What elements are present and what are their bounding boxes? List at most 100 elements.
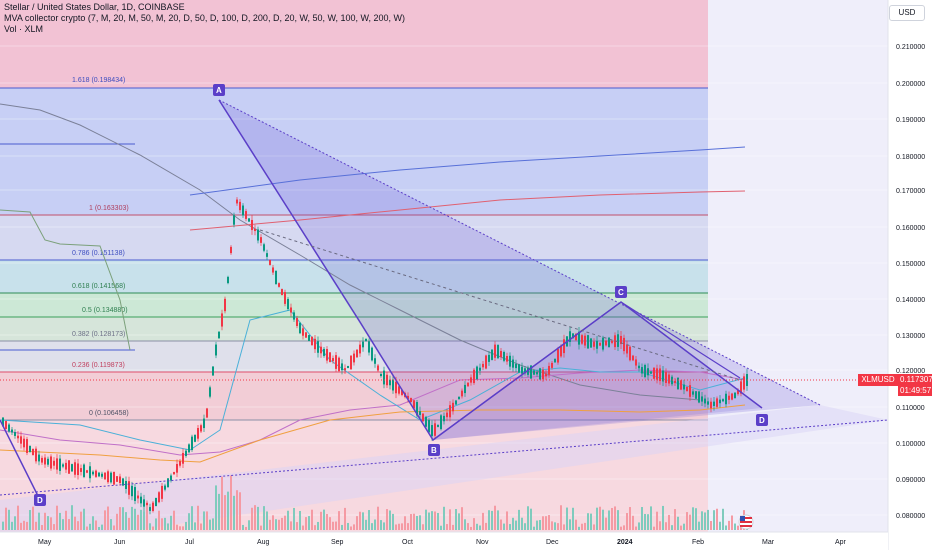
candle-body bbox=[458, 396, 460, 400]
candle-body bbox=[197, 427, 199, 439]
price-scale[interactable]: 0.210000 0.200000 0.190000 0.180000 0.17… bbox=[896, 44, 925, 520]
time-axis[interactable]: May Jun Jul Aug Sep Oct Nov Dec 2024 Feb… bbox=[38, 539, 847, 546]
time-tick: Dec bbox=[546, 539, 559, 546]
volume-bar bbox=[539, 520, 541, 530]
candle-body bbox=[707, 401, 709, 405]
candle-body bbox=[143, 499, 145, 507]
volume-bar bbox=[374, 519, 376, 530]
candle-body bbox=[341, 363, 343, 371]
volume-bar bbox=[89, 523, 91, 530]
volume-bar bbox=[458, 513, 460, 530]
volume-bar bbox=[257, 506, 259, 530]
volume-bar bbox=[617, 510, 619, 530]
candle-body bbox=[182, 452, 184, 464]
candle-body bbox=[35, 448, 37, 462]
candle-body bbox=[8, 424, 10, 432]
time-tick: Sep bbox=[331, 539, 344, 546]
volume-bar bbox=[392, 513, 394, 530]
volume-bar bbox=[602, 509, 604, 530]
candle-body bbox=[587, 335, 589, 349]
volume-bar bbox=[197, 505, 199, 530]
volume-bar bbox=[518, 509, 520, 530]
candle-body bbox=[290, 307, 292, 313]
volume-bar bbox=[629, 507, 631, 530]
volume-bar bbox=[473, 518, 475, 530]
indicator-legend[interactable]: MVA collector crypto (7, M, 20, M, 50, M… bbox=[4, 13, 405, 23]
volume-bar bbox=[140, 509, 142, 530]
volume-bar bbox=[497, 510, 499, 530]
candle-body bbox=[26, 439, 28, 453]
candle-body bbox=[683, 384, 685, 390]
symbol-title[interactable]: Stellar / United States Dollar, 1D, COIN… bbox=[4, 2, 185, 12]
volume-bar bbox=[251, 507, 253, 530]
fib-band-top bbox=[0, 0, 708, 88]
volume-bar bbox=[389, 510, 391, 530]
last-price-value: 0.117307 bbox=[900, 375, 932, 384]
volume-bar bbox=[269, 519, 271, 530]
volume-bar bbox=[608, 510, 610, 530]
candle-body bbox=[248, 218, 250, 222]
volume-bar bbox=[131, 506, 133, 530]
candle-body bbox=[464, 384, 466, 394]
moving-averages bbox=[0, 103, 746, 463]
candle-body bbox=[461, 390, 463, 397]
volume-bar bbox=[20, 522, 22, 530]
volume-bar bbox=[449, 509, 451, 530]
volume-bar bbox=[311, 509, 313, 530]
volume-bar bbox=[695, 508, 697, 530]
volume-bar bbox=[737, 525, 739, 530]
volume-legend[interactable]: Vol · XLM bbox=[4, 24, 44, 34]
volume-bar bbox=[164, 517, 166, 530]
candle-body bbox=[203, 418, 205, 429]
volume-bar bbox=[302, 525, 304, 530]
volume-bar bbox=[683, 523, 685, 530]
candle-body bbox=[737, 389, 739, 395]
volume-bar bbox=[53, 524, 55, 530]
volume-bar bbox=[239, 492, 241, 530]
candle-body bbox=[299, 322, 301, 334]
candle-body bbox=[140, 496, 142, 504]
candle-body bbox=[413, 400, 415, 409]
volume-bar bbox=[179, 526, 181, 530]
volume-bar bbox=[323, 509, 325, 530]
volume-bar bbox=[530, 508, 532, 530]
candle-body bbox=[425, 416, 427, 427]
candle-body bbox=[50, 456, 52, 469]
candle-body bbox=[560, 345, 562, 357]
volume-bar bbox=[236, 490, 238, 530]
volume-bar bbox=[653, 526, 655, 530]
volume-bar bbox=[560, 505, 562, 530]
volume-bar bbox=[266, 511, 268, 530]
fib-label-5: 0.5 (0.134880) bbox=[82, 307, 128, 314]
volume-bar bbox=[26, 521, 28, 530]
volume-bar bbox=[524, 523, 526, 530]
candle-body bbox=[305, 332, 307, 338]
candle-body bbox=[20, 436, 22, 444]
volume-bar bbox=[77, 521, 79, 530]
time-tick: Feb bbox=[692, 539, 704, 546]
volume-bar bbox=[80, 511, 82, 530]
candle-body bbox=[650, 371, 652, 374]
candle-body bbox=[542, 369, 544, 380]
volume-bar bbox=[488, 510, 490, 530]
volume-bar bbox=[437, 512, 439, 530]
price-tick: 0.200000 bbox=[896, 81, 925, 88]
price-tick: 0.170000 bbox=[896, 188, 925, 195]
currency-button[interactable]: USD bbox=[889, 5, 925, 21]
candle-body bbox=[692, 391, 694, 395]
volume-bar bbox=[506, 511, 508, 530]
candle-body bbox=[266, 253, 268, 257]
volume-bar bbox=[275, 519, 277, 530]
volume-bar bbox=[701, 511, 703, 530]
volume-bar bbox=[494, 505, 496, 530]
candle-body bbox=[179, 460, 181, 466]
volume-bar bbox=[128, 517, 130, 530]
volume-bar bbox=[548, 515, 550, 530]
time-tick: Aug bbox=[257, 539, 270, 546]
time-tick: Apr bbox=[835, 539, 847, 546]
harmonic-pattern[interactable] bbox=[0, 99, 889, 501]
volume-bar bbox=[50, 517, 52, 530]
candle-body bbox=[512, 359, 514, 368]
candle-body bbox=[368, 341, 370, 353]
